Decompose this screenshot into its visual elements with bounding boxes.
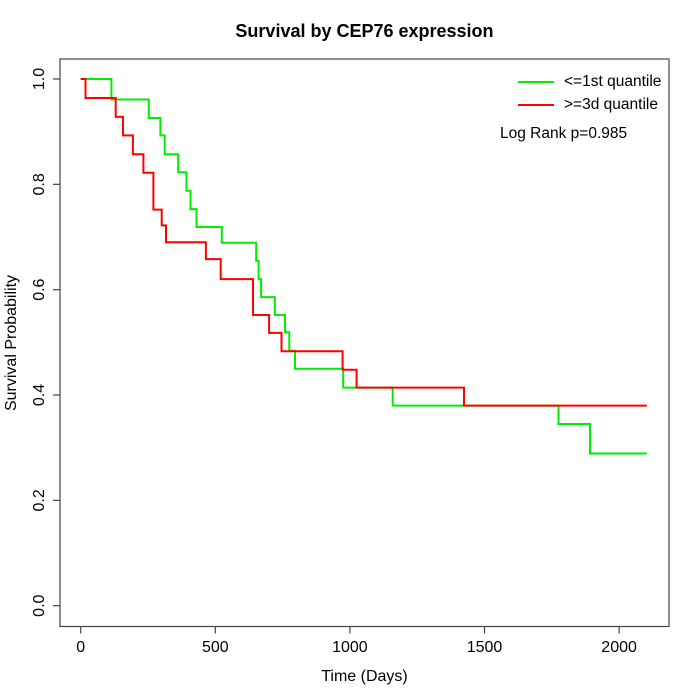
y-axis-title: Survival Probability <box>3 274 20 412</box>
y-tick-label: 0.6 <box>31 278 48 300</box>
log-rank-annotation: Log Rank p=0.985 <box>500 125 628 142</box>
x-axis-title: Time (Days) <box>321 668 408 685</box>
legend-label-third-quantile: >=3d quantile <box>564 95 658 113</box>
y-tick-label: 0.4 <box>31 384 48 406</box>
legend-item-first-quantile: <=1st quantile <box>500 70 661 93</box>
y-tick-label: 1.0 <box>31 68 48 90</box>
y-tick-label: 0.2 <box>31 489 48 511</box>
x-tick-label: 0 <box>76 639 85 656</box>
legend-label-first-quantile: <=1st quantile <box>564 72 662 90</box>
x-tick-label: 1500 <box>467 639 503 656</box>
km-curve-first-quantile <box>80 78 647 455</box>
legend: <=1st quantile >=3d quantile Log Rank p=… <box>500 70 661 143</box>
chart-title: Survival by CEP76 expression <box>235 21 494 41</box>
km-curve-third-quantile <box>80 78 647 407</box>
x-tick-label: 2000 <box>601 639 637 656</box>
red-line-swatch <box>518 103 554 106</box>
x-tick-label: 500 <box>202 639 229 656</box>
x-tick-label: 1000 <box>332 639 368 656</box>
green-line-swatch <box>518 80 554 83</box>
y-tick-label: 0.8 <box>31 173 48 195</box>
legend-item-third-quantile: >=3d quantile <box>500 93 661 116</box>
plot-border <box>59 58 670 628</box>
y-tick-label: 0.0 <box>31 594 48 616</box>
